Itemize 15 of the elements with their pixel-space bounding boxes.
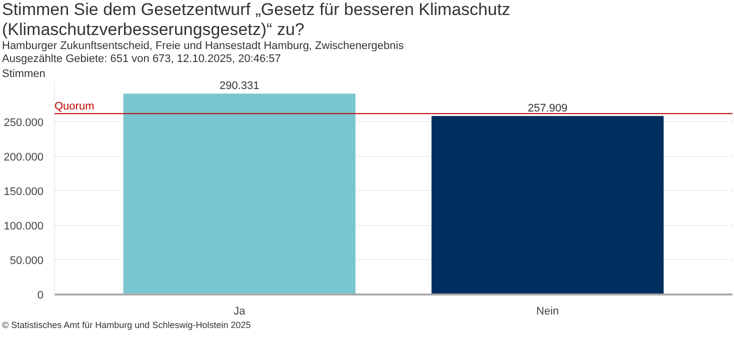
ref-line-label: Quorum: [54, 100, 94, 113]
data-label: 290.331: [220, 80, 260, 92]
data-label: 257.909: [528, 102, 568, 114]
text: © Statistisches Amt für Hamburg und Schleswig-Holstein 2025: [2, 320, 251, 330]
x-tick-label: Nein: [536, 306, 559, 318]
y-tick-label: 50.000: [10, 254, 44, 267]
y-tick-label: 100.000: [4, 220, 44, 232]
chart-title: Stimmen Sie dem Gesetzentwurf „Gesetz für besseren Klimaschutz (Klimaschutzverbesserungsgesetz)“ zu?: [2, 0, 510, 40]
y-tick-label: 0: [37, 290, 44, 302]
x-tick-label: Ja: [234, 306, 246, 318]
y-tick-label: 250.000: [4, 116, 44, 129]
y-tick-label: 150.000: [4, 186, 44, 198]
y-axis-title: Stimmen: [2, 68, 46, 81]
y-tick-label: 200.000: [4, 151, 44, 164]
chart-subtitle: Hamburger Zukunftsentscheid, Freie und Hansestadt Hamburg, Zwischenergebnis Ausgezählte Gebiete: 651 von 673, 12.10.2025, 20:46:57: [2, 40, 404, 66]
